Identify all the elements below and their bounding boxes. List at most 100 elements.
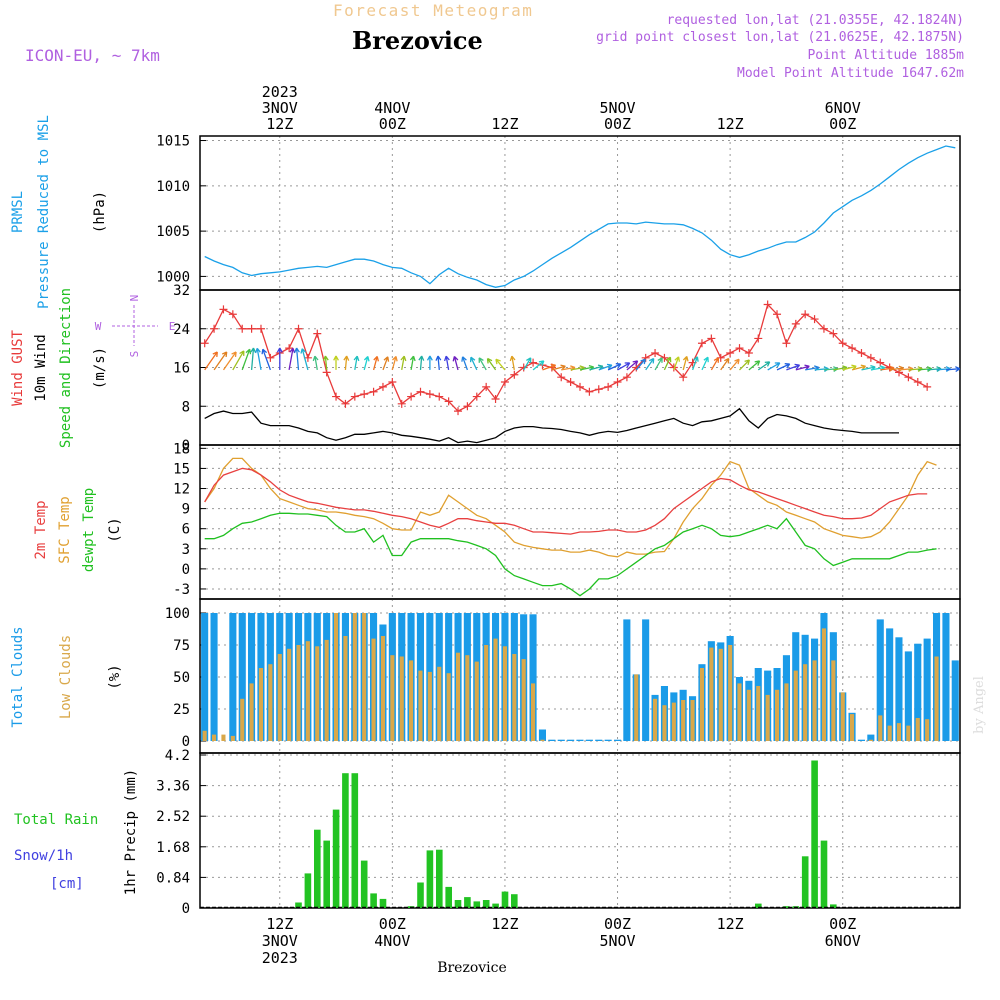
header-model-altitude: Model Point Altitude 1647.62m — [737, 66, 964, 81]
compass-e: E — [169, 320, 176, 333]
low-cloud-bar — [456, 652, 461, 741]
gust-point — [735, 344, 744, 353]
wind-direction-arrow — [523, 357, 532, 371]
gust-point — [482, 382, 491, 391]
y-tick-label: 2.52 — [156, 809, 190, 825]
rain-bar — [417, 882, 424, 908]
low-cloud-bar — [775, 689, 780, 741]
bottom-time-label: 5NOV — [599, 932, 635, 950]
total-cloud-bar — [604, 739, 612, 741]
low-cloud-bar — [437, 666, 442, 741]
y-tick-label: 0 — [182, 562, 190, 578]
wind-direction-arrow — [729, 358, 740, 371]
pressure-panel-labels: PRMSL Pressure Reduced to MSL (hPa) — [10, 115, 108, 309]
wind-direction-arrow — [232, 350, 245, 371]
low-cloud-bar — [521, 659, 526, 741]
cloud-label-2: Low Clouds — [58, 635, 74, 719]
wind-direction-arrow — [461, 356, 469, 371]
rain-bar — [332, 809, 340, 908]
gust-point — [219, 305, 228, 314]
gust-point — [350, 392, 359, 401]
gust-point — [294, 324, 303, 333]
total-cloud-bar — [248, 613, 256, 741]
bottom-time-label: 00Z — [829, 915, 856, 933]
wind-direction-arrow — [294, 347, 300, 370]
gust-point — [397, 399, 406, 408]
rain-bar — [464, 897, 471, 908]
low-cloud-bar — [662, 705, 667, 741]
gust-line — [204, 303, 928, 412]
gust-point — [697, 339, 706, 348]
total-cloud-bar — [623, 619, 631, 741]
gust-point — [313, 329, 322, 338]
top-time-label: 5NOV — [599, 99, 635, 117]
wind-direction-arrow — [710, 357, 720, 371]
y-tick-label: 1005 — [156, 224, 190, 240]
low-cloud-bar — [746, 689, 751, 741]
low-cloud-bar — [812, 660, 817, 741]
wind-direction-arrow — [261, 348, 272, 371]
total-cloud-bar — [595, 739, 603, 741]
gust-point — [819, 324, 828, 333]
gust-point — [791, 319, 800, 328]
low-cloud-bar — [287, 648, 292, 741]
header-model: ICON-EU, ~ 7km — [25, 46, 160, 65]
gust-point — [773, 310, 782, 319]
top-time-label: 00Z — [604, 115, 631, 133]
wind-direction-arrow — [486, 357, 497, 371]
wind-label-1: Wind GUST — [10, 330, 26, 406]
low-cloud-bar — [465, 655, 470, 741]
rain-bar — [811, 760, 818, 908]
y-tick-label: 50 — [173, 670, 190, 686]
total-cloud-bar — [229, 613, 237, 741]
gust-point — [266, 353, 275, 362]
wind-label-2: 10m Wind — [33, 334, 49, 401]
wind-panel-labels: Wind GUST 10m Wind Speed and Direction (… — [10, 288, 175, 448]
rain-bar — [379, 898, 387, 908]
gust-point — [707, 334, 716, 343]
low-cloud-bar — [493, 638, 498, 741]
wind-direction-arrow — [353, 355, 360, 371]
header-grid-point: grid point closest lon,lat (21.0625E, 42… — [596, 30, 964, 45]
bottom-time-label: 12Z — [717, 915, 744, 933]
gust-point — [416, 387, 425, 396]
rain-bar — [445, 886, 452, 908]
gust-point — [500, 378, 509, 387]
gust-point — [857, 348, 866, 357]
wind-direction-arrow — [757, 361, 771, 371]
rain-bar — [783, 906, 790, 908]
wind-unit: (m/s) — [92, 347, 108, 389]
wind-speed-line — [204, 407, 899, 444]
gust-point — [247, 324, 256, 333]
gust-point — [510, 370, 519, 379]
gust-point — [829, 329, 838, 338]
bottom-time-label: 2023 — [262, 949, 298, 967]
wind-direction-arrow — [663, 356, 672, 371]
cloud-panel-labels: Total Clouds Low Clouds (%) — [10, 626, 123, 727]
rain-bar — [830, 904, 837, 908]
rain-bar — [473, 901, 481, 908]
rain-bar — [511, 894, 518, 908]
wind-direction-arrow — [945, 366, 961, 373]
wind-direction-arrow — [418, 355, 425, 370]
wind-direction-arrow — [276, 347, 283, 370]
cloud-label-1: Total Clouds — [10, 626, 26, 727]
gust-point — [904, 373, 913, 382]
rain-bar — [820, 840, 828, 908]
wind-direction-arrow — [645, 357, 655, 371]
rain-bar — [304, 873, 312, 908]
low-cloud-bar — [868, 739, 873, 741]
wind-direction-arrow — [452, 355, 459, 371]
low-cloud-bar — [474, 661, 479, 741]
low-cloud-bar — [925, 719, 930, 741]
y-tick-label: 1015 — [156, 134, 190, 150]
precip-label-cm: [cm] — [50, 876, 84, 892]
temp-label-3: dewpt Temp — [81, 488, 97, 572]
low-cloud-bar — [765, 694, 770, 741]
total-cloud-bar — [210, 613, 218, 741]
temp-label-2: SFC Temp — [57, 496, 73, 563]
wind-direction-arrow — [607, 363, 622, 371]
low-cloud-bar — [240, 698, 245, 741]
low-cloud-bar — [784, 683, 789, 741]
wind-direction-arrow — [435, 355, 442, 370]
